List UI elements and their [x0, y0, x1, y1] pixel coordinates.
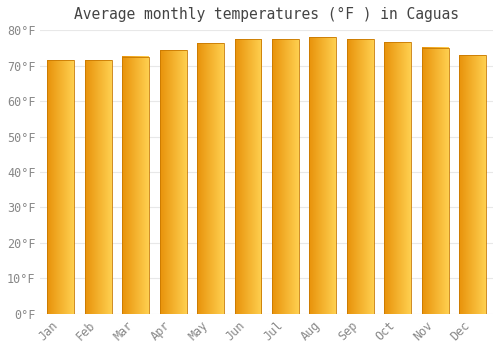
Bar — [459, 55, 486, 314]
Bar — [272, 39, 299, 314]
Title: Average monthly temperatures (°F ) in Caguas: Average monthly temperatures (°F ) in Ca… — [74, 7, 459, 22]
Bar — [85, 60, 112, 314]
Bar — [160, 50, 186, 314]
Bar — [197, 43, 224, 314]
Bar — [122, 57, 149, 314]
Bar — [310, 37, 336, 314]
Bar — [347, 39, 374, 314]
Bar — [422, 48, 448, 314]
Bar — [234, 39, 262, 314]
Bar — [384, 42, 411, 314]
Bar — [48, 60, 74, 314]
